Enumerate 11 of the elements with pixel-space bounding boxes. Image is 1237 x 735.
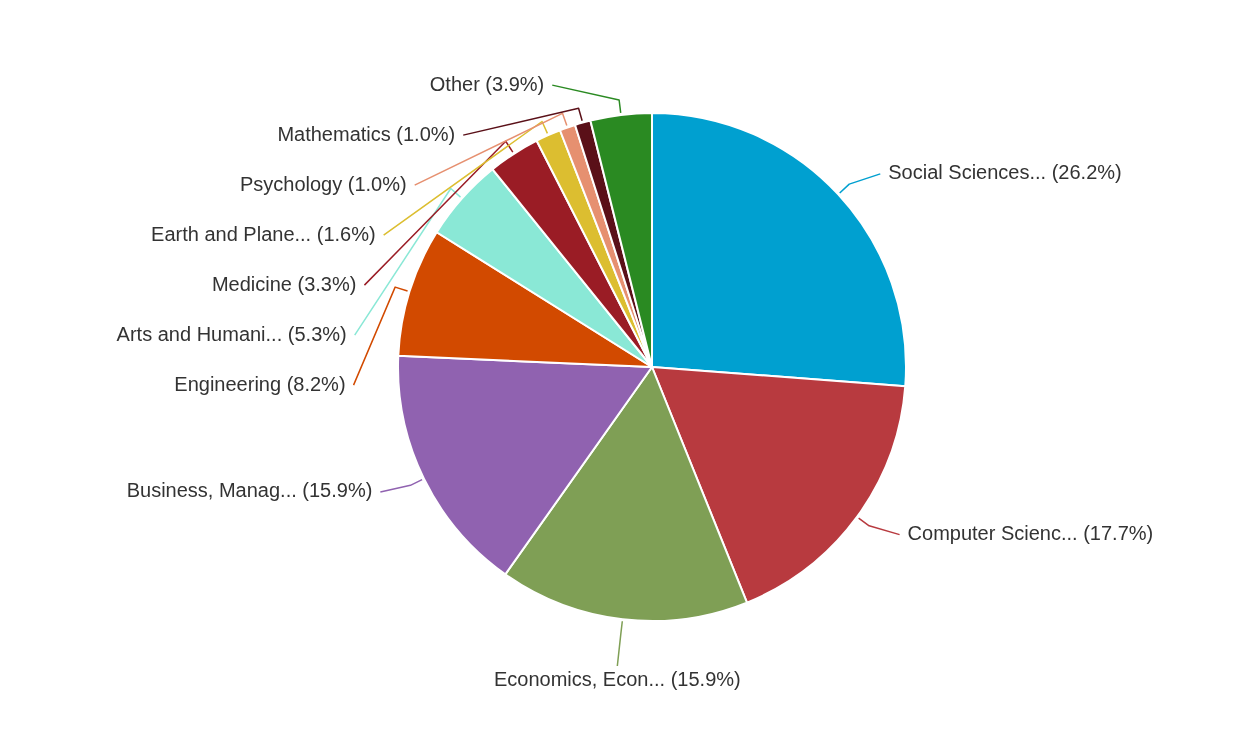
slice-label: Mathematics (1.0%) — [277, 122, 456, 145]
slice-label: Medicine (3.3%) — [211, 272, 357, 295]
slice-label: Business, Manag... (15.9%) — [126, 479, 373, 502]
slice-label: Social Sciences... (26.2%) — [888, 161, 1122, 184]
slice-label: Engineering (8.2%) — [174, 372, 346, 395]
slice-label: Other (3.9%) — [429, 72, 545, 95]
slice-label: Computer Scienc... (17.7%) — [907, 522, 1154, 545]
slice-label: Arts and Humani... (5.3%) — [116, 322, 347, 345]
slice-label: Psychology (1.0%) — [239, 172, 407, 195]
slice-label: Earth and Plane... (1.6%) — [151, 222, 376, 245]
slice-label: Economics, Econ... (15.9%) — [493, 667, 741, 690]
